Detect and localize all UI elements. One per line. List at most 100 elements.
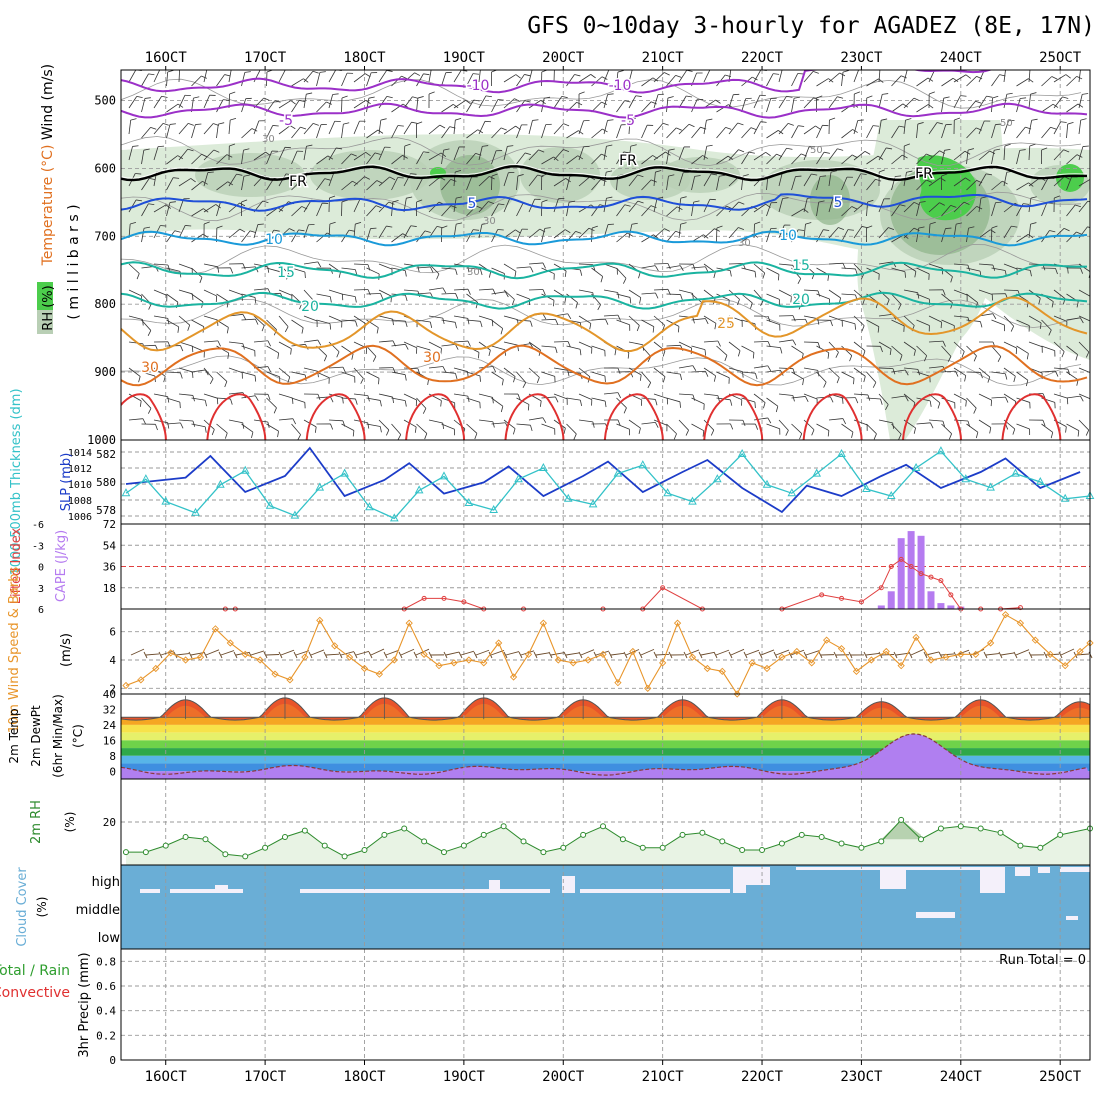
wind-barb xyxy=(528,174,538,187)
wind-barb xyxy=(953,263,968,266)
wind-barb-flag xyxy=(918,226,925,229)
wind-barb xyxy=(153,70,161,83)
wind-barb xyxy=(628,200,639,213)
wind-barb xyxy=(578,74,591,83)
wind-barb xyxy=(641,234,654,243)
wind-barb-flag xyxy=(693,200,700,203)
wind-barb xyxy=(178,225,186,239)
wind-barb xyxy=(241,128,253,139)
wind-barb xyxy=(691,423,704,432)
wind-barb-flag xyxy=(997,356,1002,362)
wind-barb xyxy=(466,293,478,303)
wind-barb xyxy=(1092,268,1100,277)
wind-barb xyxy=(1041,423,1053,433)
wind10m-marker xyxy=(897,662,905,670)
wind-barb-flag xyxy=(1093,201,1099,203)
wind-barb xyxy=(1041,127,1051,139)
wind10m-marker xyxy=(644,684,652,692)
wind-barb-flag xyxy=(866,225,873,229)
thickness-marker xyxy=(240,465,250,474)
wind-barb xyxy=(641,397,656,400)
wind10m-barb xyxy=(130,648,145,656)
wind10m-marker xyxy=(450,659,458,667)
rh-contour-label: 50 xyxy=(810,145,823,156)
wind-barb-flag xyxy=(144,97,151,99)
wind-barb-flag xyxy=(1075,354,1078,361)
bottom-date-label: 24OCT xyxy=(940,1069,983,1085)
wind-barb xyxy=(441,267,456,270)
temp-color-band xyxy=(121,763,1090,772)
thickness-marker xyxy=(688,496,697,505)
wind-barb xyxy=(1053,367,1068,370)
wind-barb-flag xyxy=(230,398,233,405)
wind-barb xyxy=(441,292,456,295)
wind-barb xyxy=(1041,177,1049,191)
wind-barb xyxy=(928,263,943,269)
wind-barb xyxy=(178,419,193,422)
isotherm-label: 20 xyxy=(792,292,810,308)
wind-barb xyxy=(366,397,381,401)
wind-barb xyxy=(866,78,879,87)
isotherm-hot-loop xyxy=(901,393,962,440)
cloud-unit-label: (%) xyxy=(35,897,49,918)
wind-barb xyxy=(591,227,593,243)
wind-barb-flag xyxy=(441,225,448,229)
wind-barb xyxy=(766,319,780,325)
wind-barb xyxy=(616,124,622,139)
wind-barb xyxy=(353,176,365,187)
wind-barb-flag xyxy=(500,127,507,131)
wind-barb-flag xyxy=(930,422,934,429)
wind-barb xyxy=(753,417,768,421)
wind10m-barb-flag xyxy=(863,651,868,659)
wind-barb-flag xyxy=(827,274,830,281)
wind-barb xyxy=(328,315,343,322)
thickness-tick-label: 580 xyxy=(96,476,116,489)
wind-barb-flag xyxy=(343,122,350,125)
wind-barb-flag xyxy=(262,200,269,204)
wind-barb-flag xyxy=(289,228,295,232)
wind-barb-flag xyxy=(243,174,250,177)
rh2m-marker xyxy=(341,853,348,860)
cloud-clear-region xyxy=(733,867,746,893)
slp-axis-label: SLP (mb) xyxy=(59,453,74,512)
wind-barb-flag xyxy=(224,381,228,388)
wind-barb xyxy=(191,369,206,373)
wind10m-marker xyxy=(495,639,503,647)
wind-barb xyxy=(141,73,149,87)
wind-barb xyxy=(491,397,504,407)
cloud-clear-region xyxy=(906,867,980,870)
temp-color-band xyxy=(121,740,1090,749)
wind-barb xyxy=(1003,341,1017,349)
wind-barb-flag xyxy=(378,378,380,385)
wind10m-marker xyxy=(718,667,726,675)
wind-barb-flag xyxy=(167,396,170,403)
wind-barb xyxy=(403,72,415,83)
wind-barb xyxy=(266,423,279,432)
wind-barb-flag xyxy=(987,376,991,383)
wind10m-barb xyxy=(550,652,565,656)
thickness-marker xyxy=(141,474,151,483)
wind-barb xyxy=(203,70,208,83)
wind10m-marker xyxy=(539,619,548,627)
isotherm-hot-loop xyxy=(703,393,764,440)
wind-barb xyxy=(391,177,399,191)
wind-barb xyxy=(928,419,943,422)
thickness-marker xyxy=(1035,476,1045,485)
wind-barb xyxy=(803,125,816,135)
wind-barb xyxy=(903,393,916,404)
wind-barb-flag xyxy=(795,175,802,177)
wind-barb xyxy=(741,293,753,304)
wind-barb-flag xyxy=(1063,149,1070,153)
wind-barb xyxy=(466,319,481,322)
rh-contour-label: 30 xyxy=(738,238,751,249)
wind-barb-flag xyxy=(440,348,442,355)
wind-barb-flag xyxy=(797,73,804,75)
rh2m-marker xyxy=(162,842,169,849)
wind-barb-flag xyxy=(455,293,459,299)
wind-barb-flag xyxy=(849,355,853,362)
wind-barb-flag xyxy=(606,144,613,147)
wind-barb-flag xyxy=(267,366,272,373)
wind10m-marker xyxy=(241,650,249,658)
wind-barb-flag xyxy=(606,170,613,173)
